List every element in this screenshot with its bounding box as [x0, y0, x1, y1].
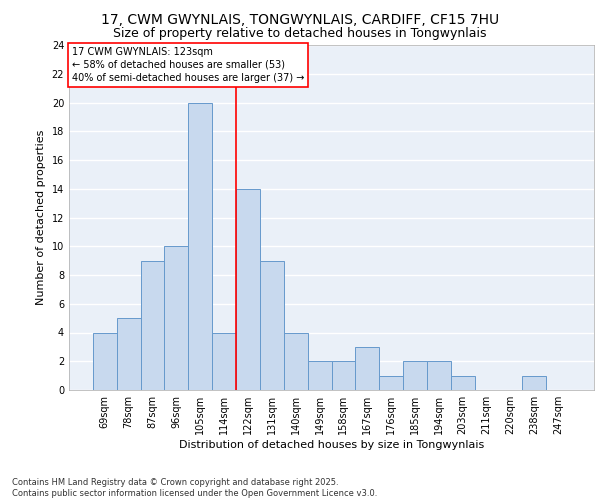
Bar: [93, 332, 117, 390]
Bar: [427, 361, 451, 390]
Bar: [355, 347, 379, 390]
Bar: [140, 260, 164, 390]
Bar: [188, 102, 212, 390]
Text: Size of property relative to detached houses in Tongwynlais: Size of property relative to detached ho…: [113, 28, 487, 40]
Bar: [117, 318, 140, 390]
Bar: [260, 260, 284, 390]
Bar: [523, 376, 546, 390]
Bar: [212, 332, 236, 390]
Text: 17, CWM GWYNLAIS, TONGWYNLAIS, CARDIFF, CF15 7HU: 17, CWM GWYNLAIS, TONGWYNLAIS, CARDIFF, …: [101, 12, 499, 26]
Bar: [331, 361, 355, 390]
Bar: [451, 376, 475, 390]
Bar: [236, 189, 260, 390]
Text: 17 CWM GWYNLAIS: 123sqm
← 58% of detached houses are smaller (53)
40% of semi-de: 17 CWM GWYNLAIS: 123sqm ← 58% of detache…: [71, 46, 304, 83]
X-axis label: Distribution of detached houses by size in Tongwynlais: Distribution of detached houses by size …: [179, 440, 484, 450]
Bar: [164, 246, 188, 390]
Bar: [403, 361, 427, 390]
Text: Contains HM Land Registry data © Crown copyright and database right 2025.
Contai: Contains HM Land Registry data © Crown c…: [12, 478, 377, 498]
Bar: [284, 332, 308, 390]
Bar: [308, 361, 331, 390]
Bar: [379, 376, 403, 390]
Y-axis label: Number of detached properties: Number of detached properties: [36, 130, 46, 305]
